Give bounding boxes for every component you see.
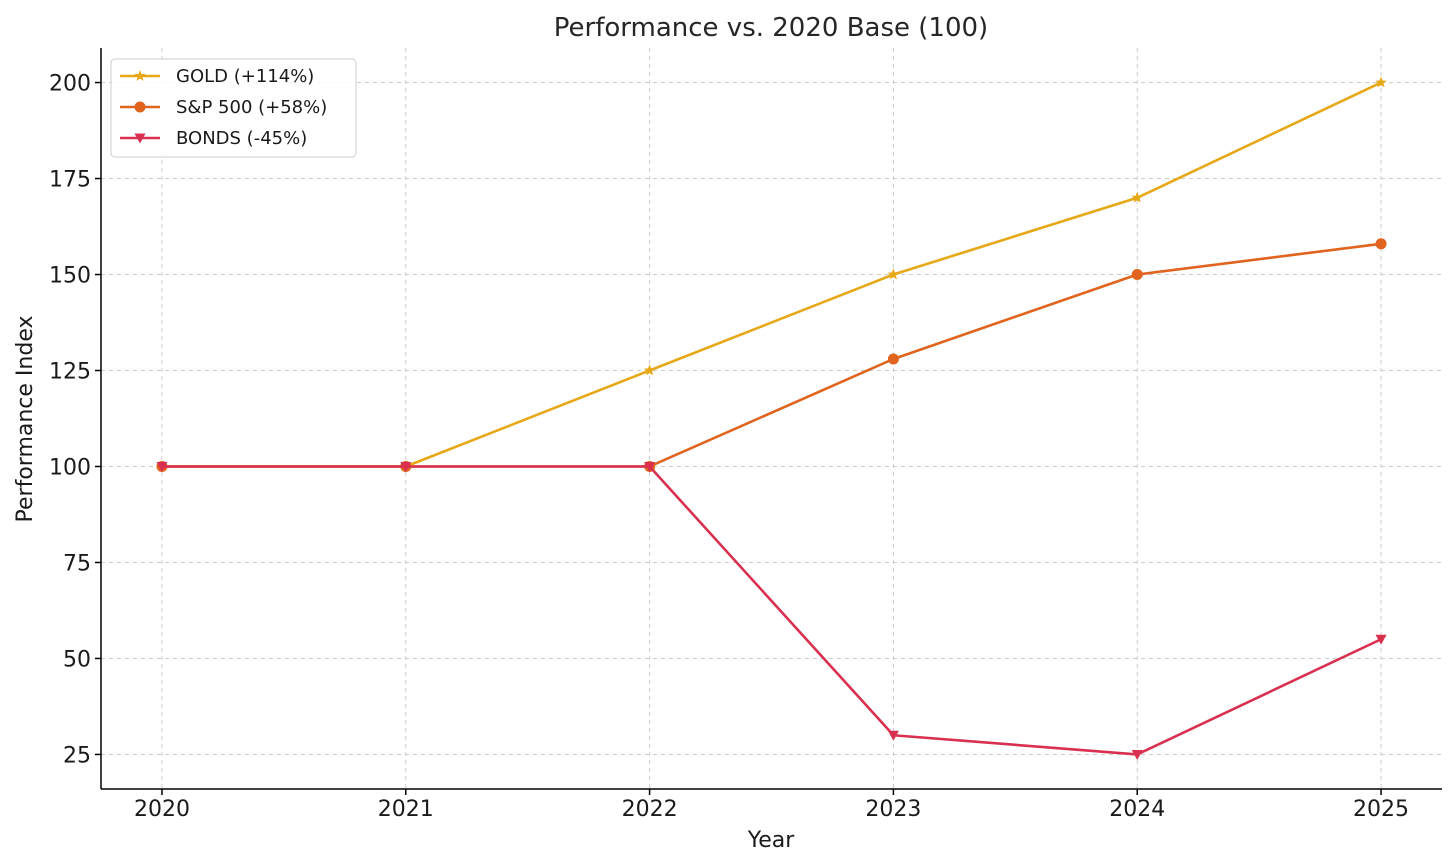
y-tick-label: 200: [49, 72, 91, 97]
data-point-sp: [887, 353, 899, 365]
x-ticks: 2020 2021 2022 2023 2024 2025: [134, 789, 1409, 822]
x-axis-label: Year: [747, 828, 796, 853]
data-point-bonds: [887, 730, 899, 741]
series-sp: [156, 238, 1387, 472]
y-tick-label: 125: [49, 360, 91, 385]
x-tick-label: 2024: [1109, 797, 1165, 822]
data-point-gold: [643, 364, 656, 376]
legend-marker-gold: [134, 70, 146, 81]
data-point-bonds: [1131, 749, 1143, 760]
y-tick-label: 100: [49, 455, 91, 480]
x-tick-label: 2022: [622, 797, 678, 822]
y-tick-label: 175: [49, 168, 91, 193]
grid: [101, 48, 1442, 789]
series-line-sp: [161, 242, 1382, 468]
x-tick-label: 2023: [865, 797, 921, 822]
axes: [100, 48, 1442, 790]
y-ticks: 25 50 75 100 125 150 175 200: [49, 72, 101, 768]
data-point-gold: [1375, 76, 1387, 88]
data-point-bonds: [156, 461, 168, 472]
legend-label-bonds: BONDS (-45%): [176, 128, 307, 149]
legend: GOLD (+114%) S&P 500 (+58%) BONDS (-45%): [110, 58, 357, 158]
x-tick-label: 2025: [1353, 797, 1409, 822]
y-axis-label: Performance Index: [13, 316, 38, 523]
y-tick-label: 150: [49, 264, 91, 289]
legend-label-gold: GOLD (+114%): [176, 66, 314, 87]
legend-label-sp: S&P 500 (+58%): [176, 97, 327, 118]
data-point-bonds: [644, 461, 656, 472]
legend-box: [110, 58, 357, 158]
x-tick-label: 2021: [378, 797, 434, 822]
series-bonds: [156, 461, 1387, 760]
data-point-bonds: [400, 461, 412, 472]
data-point-sp: [1131, 269, 1143, 281]
data-point-gold: [887, 268, 900, 280]
data-point-sp: [1375, 238, 1387, 250]
x-tick-label: 2020: [134, 797, 190, 822]
chart-title: Performance vs. 2020 Base (100): [554, 13, 988, 43]
y-tick-label: 75: [63, 551, 91, 576]
y-tick-label: 50: [63, 647, 91, 672]
series: [156, 76, 1387, 760]
y-tick-label: 25: [63, 743, 91, 768]
data-point-gold: [1131, 191, 1143, 203]
legend-marker-bonds: [134, 133, 146, 144]
series-line-bonds: [161, 465, 1382, 756]
legend-marker-sp: [134, 101, 146, 113]
data-point-bonds: [1375, 634, 1387, 645]
